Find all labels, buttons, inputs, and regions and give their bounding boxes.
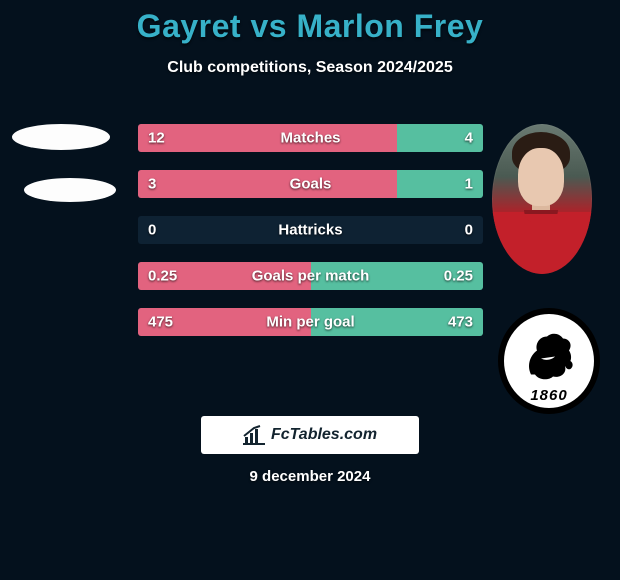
stat-row: 31Goals bbox=[138, 170, 483, 198]
crest-year: 1860 bbox=[498, 387, 600, 404]
stat-value-right: 4 bbox=[465, 130, 473, 147]
stat-value-right: 1 bbox=[465, 176, 473, 193]
brand-chart-icon bbox=[243, 425, 265, 445]
brand-badge: FcTables.com bbox=[201, 416, 419, 454]
stat-value-left: 12 bbox=[148, 130, 165, 147]
stat-row: 124Matches bbox=[138, 124, 483, 152]
lion-icon bbox=[521, 330, 577, 387]
left-player-placeholder-2 bbox=[24, 178, 116, 202]
stat-row: 00Hattricks bbox=[138, 216, 483, 244]
stat-value-right: 473 bbox=[448, 314, 473, 331]
stat-value-left: 0 bbox=[148, 222, 156, 239]
stats-table: 124Matches31Goals00Hattricks0.250.25Goal… bbox=[138, 124, 483, 354]
brand-text: FcTables.com bbox=[271, 426, 377, 444]
stat-value-right: 0 bbox=[465, 222, 473, 239]
subtitle: Club competitions, Season 2024/2025 bbox=[0, 59, 620, 77]
stat-value-left: 475 bbox=[148, 314, 173, 331]
page-title: Gayret vs Marlon Frey bbox=[0, 0, 620, 45]
stat-value-right: 0.25 bbox=[444, 268, 473, 285]
right-player-photo bbox=[492, 124, 592, 274]
stat-bar-background bbox=[138, 216, 483, 244]
stat-row: 475473Min per goal bbox=[138, 308, 483, 336]
date-text: 9 december 2024 bbox=[0, 468, 620, 485]
left-player-placeholder-1 bbox=[12, 124, 110, 150]
stat-value-left: 0.25 bbox=[148, 268, 177, 285]
club-crest: 1860 bbox=[498, 308, 600, 414]
stat-value-left: 3 bbox=[148, 176, 156, 193]
player-face bbox=[518, 148, 564, 206]
stat-row: 0.250.25Goals per match bbox=[138, 262, 483, 290]
stat-bar-left bbox=[138, 170, 397, 198]
stat-bar-left bbox=[138, 124, 397, 152]
